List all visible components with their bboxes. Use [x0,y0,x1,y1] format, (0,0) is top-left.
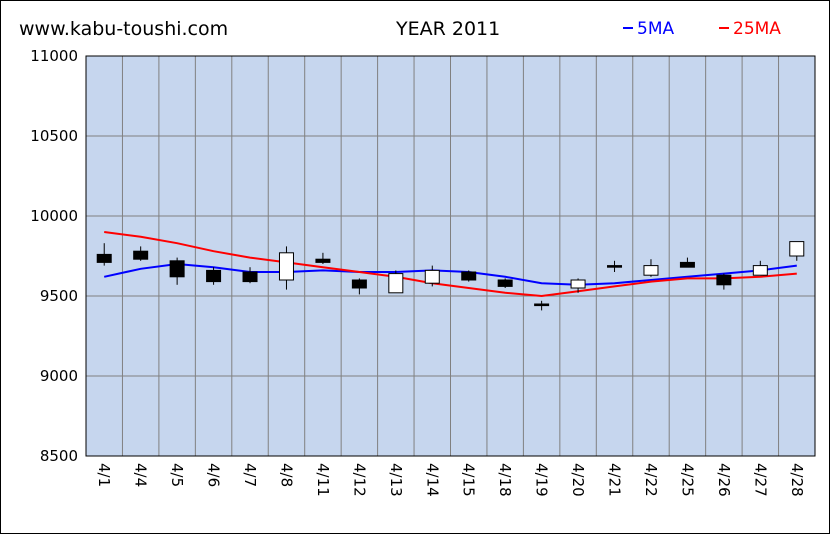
candle [716,273,732,290]
y-tick-label: 10000 [30,207,78,225]
candle-body-down [461,271,477,281]
candle-body-down [169,260,185,278]
candle [643,259,659,277]
candle [351,278,367,295]
y-tick-label: 8500 [40,447,78,465]
candle [278,246,294,290]
candle [169,257,185,285]
x-tick-label: 4/11 [314,463,332,497]
candle [206,267,222,285]
candle-body-down [133,250,149,260]
x-tick-label: 4/15 [460,463,478,497]
x-tick-label: 4/12 [350,463,368,497]
grid-lines [86,56,815,456]
plot-border [85,55,816,457]
x-tick-label: 4/7 [241,463,259,487]
candle-body-up [752,265,768,276]
x-tick-label: 4/8 [277,463,295,487]
y-tick-label: 9000 [40,367,78,385]
x-tick-label: 4/1 [95,463,113,487]
candle-body-down [206,269,222,283]
candle-body-down [534,303,550,307]
x-tick-label: 4/28 [788,463,806,497]
candle [607,260,623,272]
candle-body-down [497,279,513,287]
legend-label: 25MA [733,19,781,39]
legend-label: 5MA [637,19,674,39]
candle [96,243,112,266]
x-tick-label: 4/4 [132,463,150,487]
candle-body-up [570,279,586,289]
x-tick-label: 4/20 [569,463,587,497]
candle [679,257,695,268]
y-tick-label: 10500 [30,127,78,145]
x-tick-label: 4/26 [715,463,733,497]
x-tick-label: 4/21 [606,463,624,497]
candle [424,265,440,287]
x-tick-label: 4/6 [205,463,223,487]
x-tick-label: 4/18 [496,463,514,497]
candle-body-down [607,265,623,268]
candle-body-up [643,265,659,276]
y-tick-label: 11000 [30,47,78,65]
candle [461,270,477,282]
x-tick-label: 4/5 [168,463,186,487]
x-tick-label: 4/27 [751,463,769,497]
candle-body-up [278,252,294,281]
candle [133,246,149,261]
candle [242,267,258,284]
candle-body-down [716,274,732,286]
candle-body-down [242,271,258,283]
candle [534,300,550,311]
series-line-25ma [104,231,797,298]
candle [789,241,805,261]
candle-body-down [96,253,112,263]
chart-title: YEAR 2011 [395,18,500,40]
x-tick-label: 4/14 [423,463,441,497]
candle [752,260,768,276]
candle [388,270,404,294]
moving-average-lines [103,231,797,298]
candle-body-up [388,273,404,294]
candle [570,278,586,293]
candle-body-down [679,261,695,268]
x-tick-label: 4/13 [387,463,405,497]
candle [497,278,513,288]
x-axis: 4/1 4/4 4/5 4/6 4/7 4/8 4/11 4/12 4/13 4/14 4/15 4/… [95,463,806,497]
legend: 5MA 25MA [623,19,781,39]
y-axis: 8500 9000 9500 10000 10500 11000 [30,47,78,465]
y-tick-label: 9500 [40,287,78,305]
x-tick-label: 4/25 [678,463,696,497]
candles [96,241,805,311]
candle [315,252,331,264]
candle-body-down [351,279,367,289]
site-url: www.kabu-toushi.com [19,18,228,40]
series-line-5ma [103,262,797,286]
candle-body-down [315,258,331,263]
x-tick-label: 4/22 [642,463,660,497]
x-tick-label: 4/19 [533,463,551,497]
candle-body-up [789,241,805,257]
candle-body-up [424,269,440,284]
